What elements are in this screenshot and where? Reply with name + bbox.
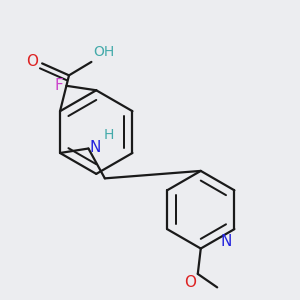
- Text: OH: OH: [93, 45, 114, 59]
- Text: H: H: [104, 128, 114, 142]
- Text: O: O: [26, 54, 38, 69]
- Text: N: N: [90, 140, 101, 155]
- Text: N: N: [220, 234, 231, 249]
- Text: O: O: [184, 275, 196, 290]
- Text: F: F: [55, 78, 63, 93]
